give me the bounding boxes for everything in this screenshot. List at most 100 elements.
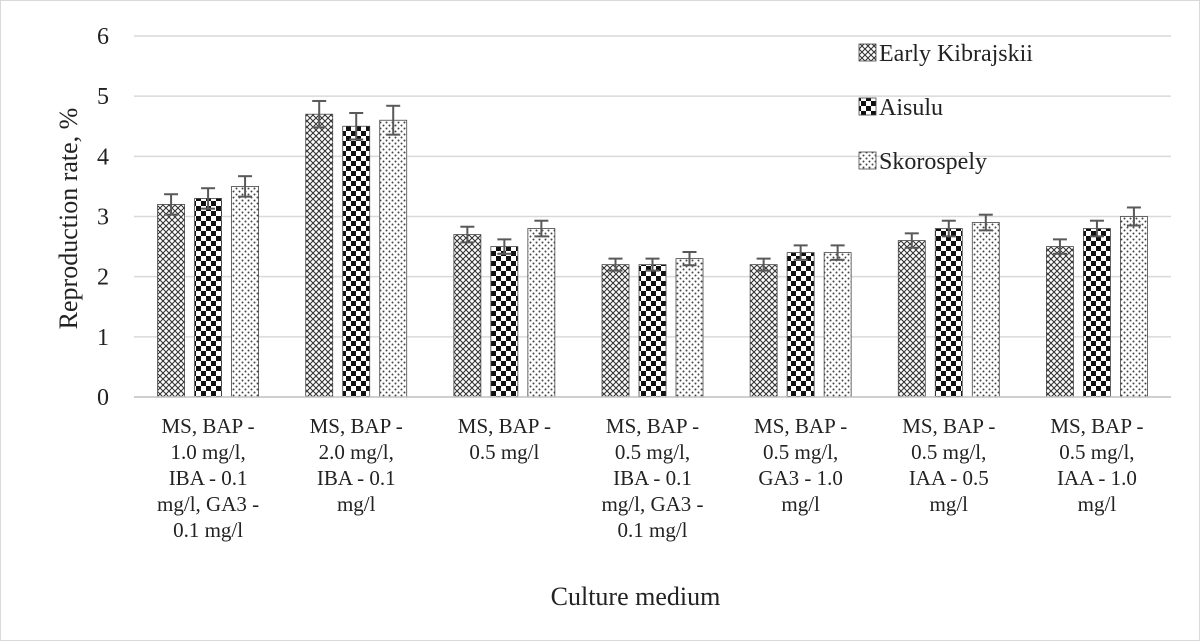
- bar-early-kibrajskii: [453, 234, 482, 398]
- bar-aisulu: [1083, 228, 1111, 398]
- x-tick-label-line: MS, BAP -: [606, 414, 699, 438]
- bar-skorospely: [1120, 216, 1148, 398]
- bar-early-kibrajskii: [157, 204, 185, 398]
- bar-early-kibrajskii: [601, 264, 630, 398]
- y-tick-label: 3: [97, 205, 109, 231]
- y-tick-label: 5: [97, 84, 109, 110]
- error-bar: [386, 104, 401, 136]
- error-bar: [645, 257, 660, 272]
- error-bar: [1089, 219, 1104, 238]
- x-tick-label-line: mg/l, GA3 -: [601, 492, 703, 516]
- y-tick-label: 0: [97, 385, 109, 411]
- legend-label: Aisulu: [879, 95, 943, 121]
- bar-aisulu: [342, 125, 371, 398]
- x-tick-label-line: GA3 - 1.0: [758, 466, 843, 490]
- error-bar: [460, 225, 475, 244]
- y-axis-ticks: 0 1 2 3 4 5 6: [97, 24, 109, 411]
- bar-aisulu: [194, 198, 222, 398]
- error-bar: [941, 219, 956, 238]
- error-bar: [1126, 206, 1141, 227]
- legend-label: Skorospely: [879, 149, 987, 175]
- bar-early-kibrajskii: [897, 240, 926, 398]
- x-tick-label-line: mg/l: [1078, 492, 1117, 516]
- x-tick-label: MS, BAP -0.5 mg/l, IAA - 0.5 mg/l: [902, 414, 995, 516]
- bar-skorospely: [675, 258, 704, 398]
- error-bar: [164, 193, 179, 216]
- error-bar: [793, 244, 808, 261]
- x-tick-label: MS, BAP -0.5 mg/l: [458, 414, 551, 464]
- x-tick-label: MS, BAP -0.5 mg/l, GA3 - 1.0 mg/l: [754, 414, 847, 516]
- error-bar: [756, 257, 771, 272]
- error-bar: [534, 219, 549, 238]
- error-bar: [238, 175, 253, 198]
- x-tick-label-line: MS, BAP -: [458, 414, 551, 438]
- bar-early-kibrajskii: [305, 113, 334, 398]
- error-bar: [312, 99, 327, 129]
- legend-item: Skorospely: [858, 149, 987, 175]
- x-tick-label-line: MS, BAP -: [310, 414, 403, 438]
- x-tick-label: MS, BAP -0.5 mg/l, IBA - 0.1 mg/l, GA3 -0.…: [601, 414, 703, 542]
- x-axis-categories: MS, BAP -1.0 mg/l, IBA - 0.1 mg/l, GA3 -0.…: [157, 414, 1143, 542]
- x-tick-label-line: 1.0 mg/l,: [170, 440, 245, 464]
- x-tick-label: MS, BAP -1.0 mg/l, IBA - 0.1 mg/l, GA3 -0.…: [157, 414, 259, 542]
- x-tick-label-line: 2.0 mg/l,: [319, 440, 394, 464]
- bar-skorospely: [823, 252, 852, 398]
- error-bar: [608, 257, 623, 272]
- x-tick-label-line: MS, BAP -: [754, 414, 847, 438]
- error-bar: [904, 232, 919, 249]
- x-tick-label-line: IBA - 0.1: [613, 466, 692, 490]
- bar-early-kibrajskii: [749, 264, 778, 398]
- bar-skorospely: [379, 119, 408, 398]
- x-tick-label-line: IBA - 0.1: [317, 466, 396, 490]
- x-tick-label-line: 0.5 mg/l,: [615, 440, 690, 464]
- y-tick-label: 2: [97, 265, 109, 291]
- bar-aisulu: [934, 228, 963, 398]
- x-tick-label-line: IAA - 0.5: [909, 466, 989, 490]
- error-bar: [1052, 238, 1067, 255]
- x-tick-label-line: 0.1 mg/l: [173, 518, 243, 542]
- legend-label: Early Kibrajskii: [879, 41, 1033, 67]
- error-bar: [497, 238, 512, 255]
- x-tick-label-line: MS, BAP -: [161, 414, 254, 438]
- x-tick-label-line: 0.5 mg/l,: [1059, 440, 1134, 464]
- bar-skorospely: [971, 222, 1000, 398]
- legend-item: Early Kibrajskii: [858, 41, 1033, 67]
- error-bars: [164, 99, 1141, 272]
- bar-skorospely: [231, 186, 259, 398]
- x-tick-label: MS, BAP -2.0 mg/l, IBA - 0.1 mg/l: [310, 414, 403, 516]
- legend-swatch: [858, 97, 877, 116]
- x-tick-label-line: MS, BAP -: [902, 414, 995, 438]
- error-bar: [349, 112, 364, 141]
- bar-aisulu: [490, 246, 519, 398]
- x-tick-label-line: mg/l: [930, 492, 969, 516]
- legend-item: Aisulu: [858, 95, 943, 121]
- x-tick-label-line: MS, BAP -: [1050, 414, 1143, 438]
- x-tick-label-line: 0.5 mg/l,: [763, 440, 838, 464]
- legend-swatch: [858, 151, 877, 170]
- bar-aisulu: [786, 252, 815, 398]
- bar-aisulu: [638, 264, 667, 398]
- bar-skorospely: [527, 228, 556, 398]
- x-tick-label-line: mg/l: [781, 492, 820, 516]
- bar-early-kibrajskii: [1046, 246, 1074, 398]
- x-tick-label-line: IAA - 1.0: [1057, 466, 1137, 490]
- x-tick-label-line: 0.5 mg/l: [469, 440, 539, 464]
- x-tick-label-line: mg/l, GA3 -: [157, 492, 259, 516]
- y-tick-label: 6: [97, 24, 109, 50]
- x-tick-label: MS, BAP -0.5 mg/l, IAA - 1.0 mg/l: [1050, 414, 1143, 516]
- x-tick-label-line: mg/l: [337, 492, 376, 516]
- error-bar: [682, 250, 697, 267]
- x-axis-title: Culture medium: [551, 582, 721, 611]
- x-tick-label-line: 0.1 mg/l: [617, 518, 687, 542]
- y-tick-label: 1: [97, 325, 109, 351]
- x-tick-label-line: 0.5 mg/l,: [911, 440, 986, 464]
- error-bar: [201, 187, 216, 210]
- legend: Early Kibrajskii Aisulu Skorospely: [858, 41, 1033, 175]
- y-axis-title: Reproduction rate, %: [54, 108, 83, 330]
- legend-swatch: [858, 43, 877, 62]
- y-tick-label: 4: [97, 144, 109, 170]
- x-tick-label-line: IBA - 0.1: [169, 466, 248, 490]
- error-bar: [830, 244, 845, 261]
